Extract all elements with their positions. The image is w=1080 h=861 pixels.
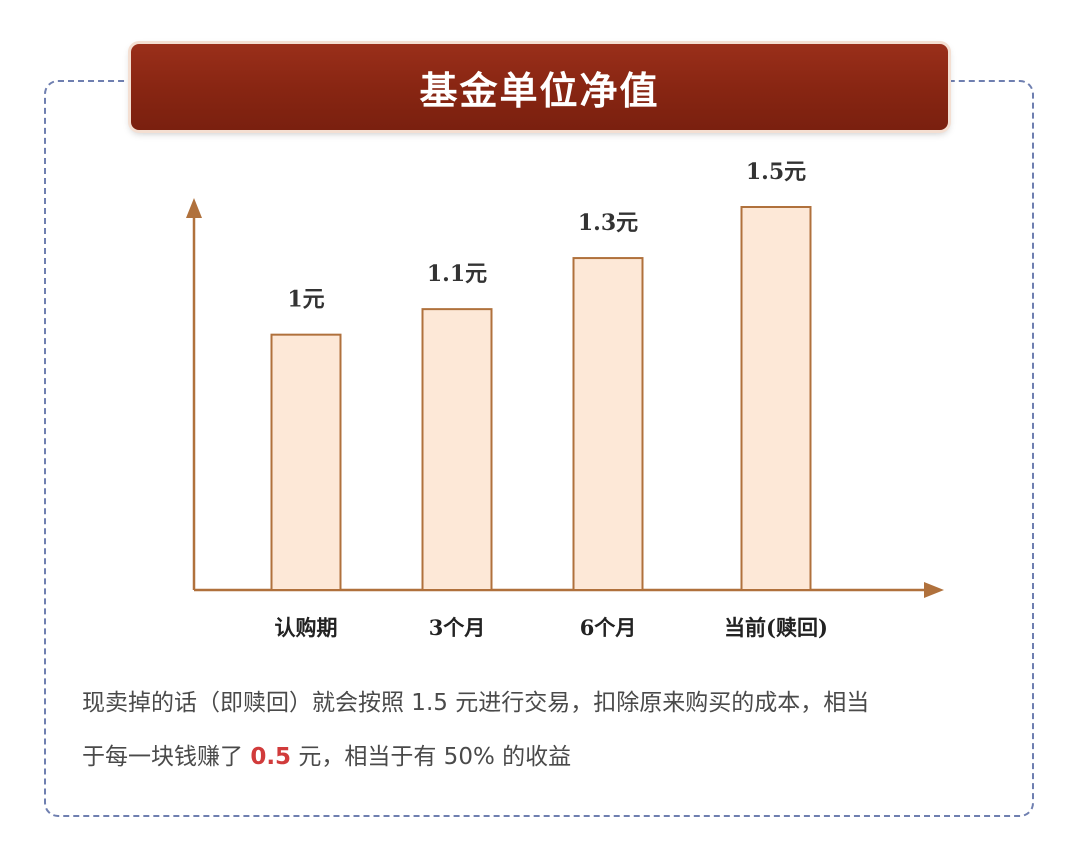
bar-2: [572, 257, 644, 591]
category-labels: 认购期 3个月 6个月 当前(赎回): [275, 615, 828, 640]
bar-value-label-1: 1.1元: [427, 261, 487, 287]
bars: [270, 206, 812, 591]
bar-0: [270, 333, 342, 591]
value-labels: 1元 1.1元 1.3元 1.5元: [287, 159, 806, 313]
explanation-line-2: 于每一块钱赚了 0.5 元，相当于有 50% 的收益: [82, 730, 1002, 784]
chart-title: 基金单位净值: [419, 67, 660, 113]
category-label-3: 当前(赎回): [724, 615, 828, 640]
category-label-2: 6个月: [580, 615, 637, 640]
profit-highlight: 0.5: [250, 744, 292, 770]
bar-value-label-3: 1.5元: [746, 159, 806, 185]
explanation-text: 现卖掉的话（即赎回）就会按照 1.5 元进行交易，扣除原来购买的成本，相当 于每…: [82, 676, 1002, 784]
bar-1: [421, 308, 493, 591]
bar-3: [740, 206, 812, 591]
y-axis-arrow-icon: [186, 198, 202, 218]
explanation-line-2-suffix: 元，相当于有 50% 的收益: [291, 744, 572, 770]
explanation-line-1: 现卖掉的话（即赎回）就会按照 1.5 元进行交易，扣除原来购买的成本，相当: [82, 690, 870, 716]
explanation-line-2-prefix: 于每一块钱赚了: [82, 744, 251, 770]
title-banner: 基金单位净值: [131, 44, 948, 130]
bar-value-label-2: 1.3元: [578, 210, 638, 236]
category-label-0: 认购期: [275, 615, 338, 640]
x-axis-arrow-icon: [924, 582, 944, 598]
category-label-1: 3个月: [429, 615, 486, 640]
bar-value-label-0: 1元: [287, 287, 324, 313]
